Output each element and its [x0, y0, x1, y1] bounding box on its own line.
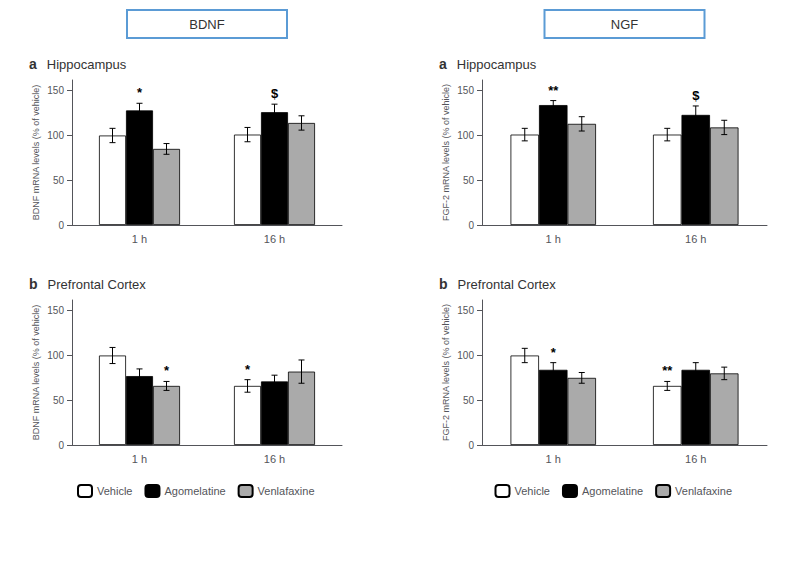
- svg-text:**: **: [548, 83, 559, 98]
- svg-text:50: 50: [463, 175, 475, 186]
- svg-text:150: 150: [47, 305, 64, 316]
- svg-text:*: *: [164, 363, 170, 378]
- svg-text:Venlafaxine: Venlafaxine: [258, 485, 315, 497]
- svg-text:Venlafaxine: Venlafaxine: [675, 485, 732, 497]
- svg-text:Agomelatine: Agomelatine: [164, 485, 225, 497]
- svg-text:Agomelatine: Agomelatine: [582, 485, 643, 497]
- svg-text:0: 0: [58, 220, 64, 231]
- svg-text:100: 100: [47, 130, 64, 141]
- svg-text:16 h: 16 h: [685, 233, 706, 245]
- svg-text:NGF: NGF: [611, 17, 639, 32]
- svg-text:*: *: [551, 345, 557, 360]
- svg-text:FGF-2 mRNA levels (% of vehicl: FGF-2 mRNA levels (% of vehicle): [441, 304, 451, 441]
- svg-text:Vehicle: Vehicle: [515, 485, 550, 497]
- svg-text:b: b: [29, 276, 38, 292]
- svg-text:Vehicle: Vehicle: [97, 485, 132, 497]
- svg-text:150: 150: [457, 85, 474, 96]
- svg-text:150: 150: [47, 85, 64, 96]
- svg-text:*: *: [137, 85, 143, 100]
- svg-text:16 h: 16 h: [685, 453, 706, 465]
- svg-text:50: 50: [53, 395, 65, 406]
- svg-text:FGF-2 mRNA levels (% of vehicl: FGF-2 mRNA levels (% of vehicle): [441, 84, 451, 221]
- svg-text:BDNF mRNA levels (% of vehicle: BDNF mRNA levels (% of vehicle): [31, 85, 41, 221]
- svg-text:0: 0: [468, 220, 474, 231]
- svg-text:a: a: [29, 56, 37, 72]
- svg-text:16 h: 16 h: [264, 233, 285, 245]
- svg-text:1 h: 1 h: [132, 453, 147, 465]
- svg-text:1 h: 1 h: [546, 453, 561, 465]
- svg-text:100: 100: [457, 350, 474, 361]
- svg-text:b: b: [439, 276, 448, 292]
- svg-text:1 h: 1 h: [132, 233, 147, 245]
- svg-text:0: 0: [58, 440, 64, 451]
- svg-text:Prefrontal Cortex: Prefrontal Cortex: [48, 277, 147, 292]
- svg-text:**: **: [662, 363, 673, 378]
- svg-text:Hippocampus: Hippocampus: [47, 57, 127, 72]
- svg-text:50: 50: [463, 395, 475, 406]
- svg-text:0: 0: [468, 440, 474, 451]
- svg-text:$: $: [271, 86, 279, 101]
- svg-text:100: 100: [47, 350, 64, 361]
- svg-text:$: $: [692, 88, 700, 103]
- svg-text:1 h: 1 h: [546, 233, 561, 245]
- svg-text:100: 100: [457, 130, 474, 141]
- svg-text:Prefrontal Cortex: Prefrontal Cortex: [458, 277, 557, 292]
- svg-text:BDNF: BDNF: [189, 17, 224, 32]
- svg-text:*: *: [245, 362, 251, 377]
- svg-text:50: 50: [53, 175, 65, 186]
- svg-text:150: 150: [457, 305, 474, 316]
- svg-text:16 h: 16 h: [264, 453, 285, 465]
- svg-text:BDNF mRNA levels (% of vehicle: BDNF mRNA levels (% of vehicle): [31, 305, 41, 441]
- svg-text:Hippocampus: Hippocampus: [457, 57, 537, 72]
- svg-text:a: a: [439, 56, 447, 72]
